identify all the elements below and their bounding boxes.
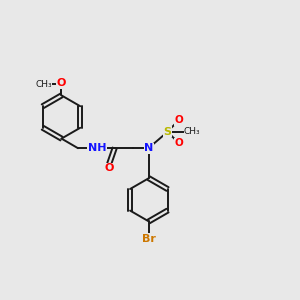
Text: S: S [164, 127, 171, 137]
Text: NH: NH [88, 142, 106, 153]
Text: O: O [174, 138, 183, 148]
Text: O: O [57, 78, 66, 88]
Text: N: N [144, 143, 153, 153]
Text: O: O [174, 115, 183, 125]
Text: O: O [104, 163, 114, 173]
Text: CH₃: CH₃ [184, 127, 201, 136]
Text: CH₃: CH₃ [35, 80, 52, 88]
Text: Br: Br [142, 234, 156, 244]
